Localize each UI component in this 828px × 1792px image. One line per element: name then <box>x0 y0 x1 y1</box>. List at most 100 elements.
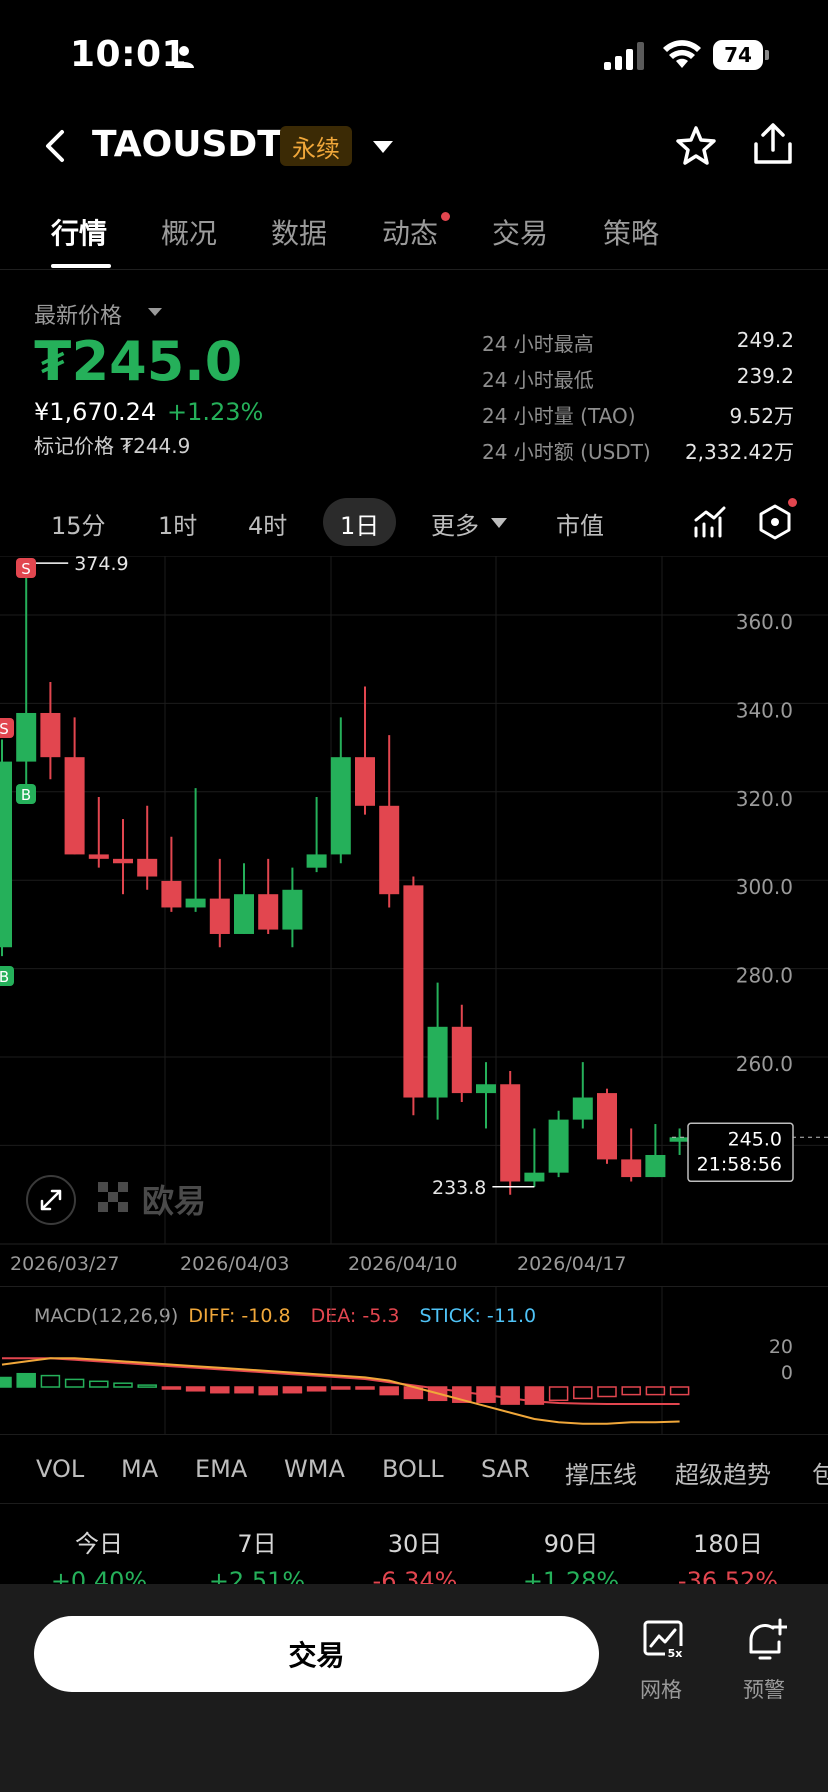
pair-dropdown-icon[interactable] <box>372 140 394 154</box>
tab-market[interactable]: 行情 <box>51 217 108 250</box>
y-tick-label: 360.0 <box>736 610 793 634</box>
perf-period: 90日 <box>543 1530 599 1558</box>
macd-histogram-bar <box>548 1386 569 1402</box>
indicator-supertrend[interactable]: 超级趋势 <box>675 1461 771 1489</box>
macd-histogram-bar <box>306 1386 327 1392</box>
interval-15m[interactable]: 15分 <box>51 512 106 540</box>
pair-title[interactable]: TAOUSDT <box>92 124 282 165</box>
stat-value: 2,332.42万 <box>684 440 794 464</box>
bottom-action-bar: 交易 5x 网格 预警 <box>0 1584 828 1792</box>
stat-label: 24 小时量 (TAO) <box>482 404 636 428</box>
macd-histogram-bar <box>234 1386 254 1394</box>
candle-body <box>548 1119 569 1173</box>
candle-body <box>621 1159 642 1178</box>
stat-value: 249.2 <box>736 328 794 352</box>
latest-price-label[interactable]: 最新价格 <box>34 304 123 329</box>
battery-level: 74 <box>713 40 763 70</box>
interval-bar: 15分 1时 4时 1日 更多 市值 <box>0 492 828 552</box>
stat-turnover: 24 小时额 (USDT) 2,332.42万 <box>482 436 794 466</box>
macd-y-tick: 0 <box>781 1362 793 1384</box>
caret-down-icon[interactable] <box>148 308 162 316</box>
candlestick-chart[interactable]: 360.0 340.0 320.0 300.0 280.0 260.0 2026/03/27… <box>0 556 828 1276</box>
indicator-ema[interactable]: EMA <box>195 1455 248 1483</box>
price-summary: 最新价格 ₮245.0 ¥1,670.24 +1.23% 标记价格 ₮244.9… <box>0 290 828 470</box>
indicator-sar[interactable]: SAR <box>481 1455 530 1483</box>
candle-body <box>379 805 400 895</box>
candle-body <box>330 757 351 855</box>
x-tick-label: 2026/03/27 <box>10 1253 120 1275</box>
bell-plus-icon[interactable] <box>743 1618 787 1662</box>
x-tick-label: 2026/04/03 <box>180 1253 290 1275</box>
trade-marker <box>16 558 36 578</box>
share-icon[interactable] <box>752 122 794 166</box>
macd-diff: DIFF: -10.8 <box>188 1305 291 1327</box>
back-icon[interactable] <box>42 128 70 164</box>
section-tabs: 行情 概况 数据 动态 交易 策略 <box>0 200 828 270</box>
stat-value: 9.52万 <box>729 404 794 428</box>
x-tick-label: 2026/04/10 <box>348 1253 458 1275</box>
stat-value: 239.2 <box>736 364 794 388</box>
macd-histogram-bar <box>331 1386 351 1390</box>
candle-body <box>476 1084 496 1094</box>
y-tick-label: 260.0 <box>736 1052 793 1076</box>
interval-1h[interactable]: 1时 <box>158 512 198 540</box>
indicator-ma[interactable]: MA <box>121 1455 159 1483</box>
candlestick-chart-svg[interactable]: 360.0 340.0 320.0 300.0 280.0 260.0 2026/03/27… <box>0 556 828 1276</box>
indicator-more[interactable]: 包 <box>812 1455 828 1490</box>
grid-label[interactable]: 网格 <box>640 1678 682 1702</box>
tab-overview[interactable]: 概况 <box>161 217 218 250</box>
candle-body <box>161 880 182 908</box>
macd-histogram-bar <box>0 1376 12 1388</box>
battery-indicator: 74 <box>713 40 769 70</box>
trade-marker-label: B <box>21 786 31 804</box>
chart-type-icon[interactable] <box>694 506 726 538</box>
indicator-wma[interactable]: WMA <box>284 1455 345 1483</box>
grid-bot-icon[interactable]: 5x <box>643 1620 685 1660</box>
macd-stick: STICK: -11.0 <box>419 1305 537 1327</box>
y-tick-label: 280.0 <box>736 964 793 988</box>
signal-icon <box>604 42 644 70</box>
candle-body <box>234 894 254 934</box>
trade-marker <box>0 718 14 738</box>
macd-histogram-bar <box>113 1382 133 1388</box>
market-cap-toggle[interactable]: 市值 <box>556 512 604 540</box>
tab-trade[interactable]: 交易 <box>492 217 549 250</box>
trade-marker <box>0 966 14 986</box>
macd-histogram-bar <box>500 1386 520 1405</box>
tab-data[interactable]: 数据 <box>271 217 328 250</box>
mark-price: 标记价格 ₮244.9 <box>34 434 191 458</box>
alert-label[interactable]: 预警 <box>743 1678 785 1702</box>
interval-more[interactable]: 更多 <box>431 512 479 540</box>
macd-histogram-bar <box>621 1386 641 1396</box>
favorite-star-icon[interactable] <box>674 124 718 168</box>
person-icon <box>174 46 194 68</box>
trade-marker-label: S <box>21 560 31 578</box>
caret-down-icon[interactable] <box>491 518 507 528</box>
settings-icon[interactable] <box>758 504 792 540</box>
trade-button[interactable]: 交易 <box>34 1616 599 1692</box>
macd-histogram-bar <box>137 1384 157 1388</box>
interval-4h[interactable]: 4时 <box>248 512 288 540</box>
stat-label: 24 小时最高 <box>482 332 594 356</box>
indicator-boll[interactable]: BOLL <box>382 1455 444 1483</box>
tab-strategy[interactable]: 策略 <box>603 217 660 250</box>
candle-body <box>282 889 303 930</box>
candle-body <box>258 894 279 930</box>
stat-label: 24 小时最低 <box>482 368 594 392</box>
perf-period: 180日 <box>693 1530 763 1558</box>
perpetual-badge: 永续 <box>280 126 352 166</box>
last-price: ₮245.0 <box>34 330 243 393</box>
candle-body <box>306 854 327 868</box>
stat-label: 24 小时额 (USDT) <box>482 440 651 464</box>
candle-body <box>113 858 133 864</box>
macd-histogram-bar <box>669 1386 690 1396</box>
perf-period: 今日 <box>75 1530 123 1558</box>
indicator-support-resistance[interactable]: 撑压线 <box>565 1461 637 1489</box>
indicator-vol[interactable]: VOL <box>36 1455 85 1483</box>
macd-histogram-bar <box>16 1372 36 1388</box>
y-tick-label: 320.0 <box>736 787 793 811</box>
macd-histogram-bar <box>161 1386 182 1390</box>
tab-feed[interactable]: 动态 <box>382 217 439 250</box>
macd-panel: MACD(12,26,9) DIFF: -10.8 DEA: -5.3 STIC… <box>0 1286 828 1435</box>
interval-1d[interactable]: 1日 <box>340 512 380 540</box>
